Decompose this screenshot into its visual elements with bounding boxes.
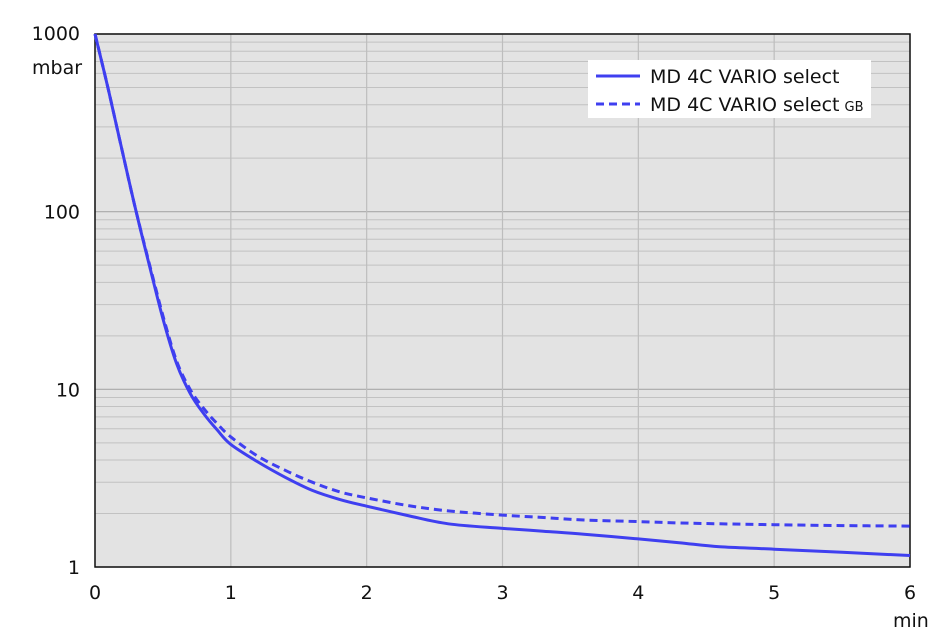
x-tick-label: 3 — [496, 582, 508, 604]
x-tick-label: 4 — [632, 582, 644, 604]
series-line-dashed — [93, 33, 911, 528]
series-layer — [93, 33, 911, 557]
y-tick-label: 10 — [56, 379, 80, 401]
y-tick-label: 1 — [68, 557, 80, 579]
legend-label: MD 4C VARIO select — [650, 66, 840, 88]
legend-label: MD 4C VARIO select GB — [650, 94, 864, 116]
y-tick-label: 1000 — [32, 23, 80, 45]
legend-box — [588, 60, 871, 118]
x-tick-label: 2 — [361, 582, 373, 604]
y-tick-label: 100 — [44, 202, 80, 224]
x-tick-label: 5 — [768, 582, 780, 604]
x-tick-label: 0 — [89, 582, 101, 604]
x-tick-label: 1 — [225, 582, 237, 604]
plot-frame — [94, 33, 911, 568]
y-unit-label: mbar — [32, 57, 82, 79]
series-line-solid — [93, 33, 911, 557]
x-tick-label: 6 — [904, 582, 916, 604]
x-unit-label: min — [893, 610, 929, 632]
legend: MD 4C VARIO select MD 4C VARIO select GB — [588, 60, 871, 118]
